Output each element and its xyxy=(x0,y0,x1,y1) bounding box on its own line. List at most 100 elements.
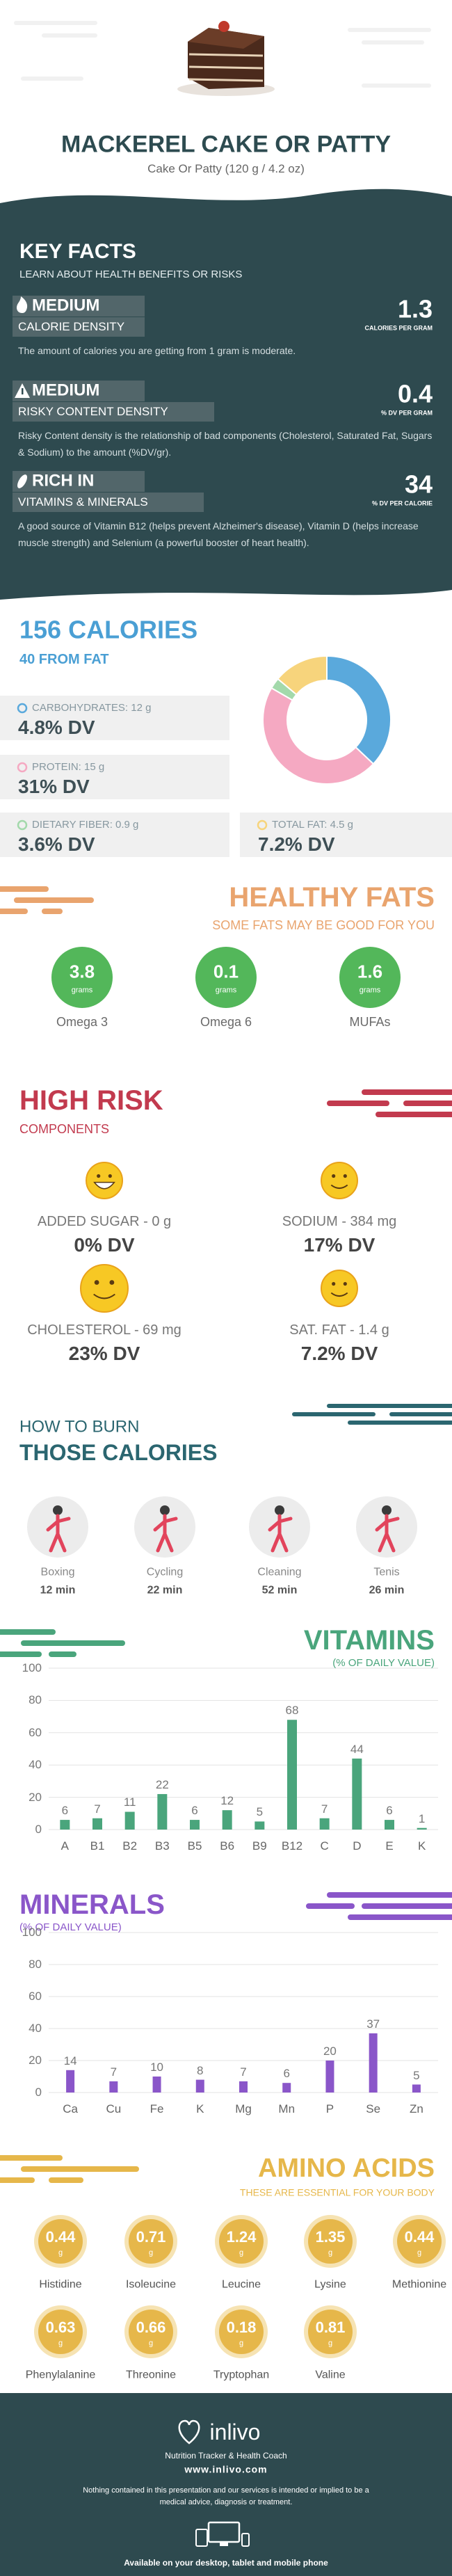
donut-segment xyxy=(326,655,392,765)
bar-value-label: 14 xyxy=(63,2054,77,2067)
section-title: HEALTHY FATS xyxy=(229,882,435,913)
x-tick-label: Fe xyxy=(150,2102,164,2115)
icon-leaf xyxy=(17,474,27,488)
label-box xyxy=(13,296,145,317)
bar xyxy=(124,1811,135,1830)
nutrient-box xyxy=(0,813,229,857)
activity-name: Boxing xyxy=(40,1566,75,1578)
bar-value-label: 68 xyxy=(285,1704,299,1718)
device-stand xyxy=(220,2542,228,2546)
amino-circle xyxy=(397,2219,442,2264)
cake-top xyxy=(188,28,264,49)
activity-icon-body xyxy=(375,1514,400,1553)
nutrient-dv: 3.6% DV xyxy=(18,833,95,856)
chart-subtitle: (% OF DAILY VALUE) xyxy=(332,1657,435,1669)
decor-stripe xyxy=(0,1629,56,1635)
activity-icon-head xyxy=(160,1505,170,1515)
fact-level: MEDIUM xyxy=(32,296,100,315)
bar xyxy=(152,2077,161,2093)
amino-name: Threonine xyxy=(125,2369,177,2381)
x-tick-label: B3 xyxy=(154,1839,170,1853)
fact-description: The amount of calories you are getting f… xyxy=(18,345,296,356)
smiley-eye xyxy=(343,1174,347,1178)
label-box xyxy=(13,381,145,401)
y-tick-label: 80 xyxy=(29,1693,42,1707)
bar xyxy=(369,2033,378,2093)
footer-url: www.inlivo.com xyxy=(184,2463,268,2475)
smiley-eye xyxy=(332,1281,336,1286)
fat-circle xyxy=(51,947,113,1008)
x-tick-label: B2 xyxy=(122,1839,138,1853)
nutrient-label: PROTEIN: 15 g xyxy=(32,761,105,773)
label-box xyxy=(13,317,145,337)
amino-value: 0.44 xyxy=(404,2227,435,2246)
activity-icon-body xyxy=(268,1514,293,1553)
y-tick-label: 0 xyxy=(35,2085,42,2099)
nutrient-dv: 7.2% DV xyxy=(258,833,335,856)
x-tick-label: C xyxy=(320,1839,329,1853)
decor-stripe xyxy=(362,1903,452,1909)
fat-name: Omega 6 xyxy=(200,1015,252,1030)
risk-label: SAT. FAT - 1.4 g xyxy=(289,1322,389,1338)
section-title: HIGH RISK xyxy=(19,1085,163,1116)
x-tick-label: B1 xyxy=(90,1839,105,1853)
icon-warning-mark xyxy=(22,388,24,394)
amino-circle xyxy=(38,2310,83,2354)
section-subtitle: LEARN ABOUT HEALTH BENEFITS OR RISKS xyxy=(19,269,243,280)
legend-bullet xyxy=(17,819,28,831)
amino-value: 1.35 xyxy=(315,2227,346,2246)
x-tick-label: E xyxy=(385,1839,394,1853)
amino-value: 0.63 xyxy=(45,2318,76,2336)
icon-flame xyxy=(17,296,28,313)
bar xyxy=(190,1820,200,1830)
legend-bullet xyxy=(17,703,28,714)
bar xyxy=(195,2079,204,2093)
amino-value: 0.71 xyxy=(136,2227,166,2246)
x-tick-label: Zn xyxy=(409,2102,423,2115)
risk-label: SODIUM - 384 mg xyxy=(282,1214,397,1229)
fat-name: MUFAs xyxy=(349,1015,391,1030)
activity-time: 12 min xyxy=(40,1584,76,1597)
chart-title: VITAMINS xyxy=(303,1625,435,1656)
decor-stripe xyxy=(348,1914,452,1920)
bar-value-label: 7 xyxy=(240,2065,247,2079)
x-tick-label: K xyxy=(196,2102,204,2115)
x-tick-label: B9 xyxy=(252,1839,267,1853)
section-subtitle: SOME FATS MAY BE GOOD FOR YOU xyxy=(212,918,435,933)
x-tick-label: B12 xyxy=(281,1839,303,1853)
risk-label: CHOLESTEROL - 69 mg xyxy=(27,1322,181,1338)
bar-value-label: 7 xyxy=(94,1802,101,1816)
amino-unit: g xyxy=(58,2339,63,2348)
cake-layer xyxy=(188,65,264,70)
decor-stripe xyxy=(49,2177,83,2183)
amino-circle xyxy=(308,2310,353,2354)
smiley-mouth xyxy=(93,1293,115,1299)
page-title: MACKEREL CAKE OR PATTY xyxy=(60,131,392,158)
x-tick-label: Se xyxy=(366,2102,381,2115)
smiley xyxy=(80,1264,129,1313)
bar-value-label: 5 xyxy=(256,1805,264,1819)
bar-value-label: 8 xyxy=(197,2063,204,2077)
y-tick-label: 20 xyxy=(29,1790,42,1804)
amino-value: 1.24 xyxy=(226,2227,257,2246)
nutrient-dv: 4.8% DV xyxy=(18,717,95,739)
section-subtitle: THESE ARE ESSENTIAL FOR YOUR BODY xyxy=(239,2186,435,2198)
y-tick-label: 100 xyxy=(22,1925,42,1939)
x-tick-label: Cu xyxy=(106,2102,122,2115)
decor-stripe xyxy=(0,2177,35,2183)
bar-value-label: 6 xyxy=(61,1803,69,1817)
bar-value-label: 10 xyxy=(150,2060,164,2074)
decor-stripe xyxy=(21,2166,139,2172)
activity-icon-head xyxy=(382,1505,392,1515)
bar-value-label: 6 xyxy=(386,1803,393,1817)
fat-circle xyxy=(195,947,257,1008)
fact-label: RISKY CONTENT DENSITY xyxy=(18,404,168,418)
fact-description: Risky Content density is the relationshi… xyxy=(18,430,433,458)
fact-label: VITAMINS & MINERALS xyxy=(18,495,148,509)
section-subtitle: 40 FROM FAT xyxy=(19,652,109,667)
y-tick-label: 0 xyxy=(35,1822,42,1836)
decor-stripe xyxy=(14,21,97,25)
bar xyxy=(319,1818,330,1830)
bar xyxy=(352,1758,362,1830)
amino-unit: g xyxy=(58,2248,63,2257)
